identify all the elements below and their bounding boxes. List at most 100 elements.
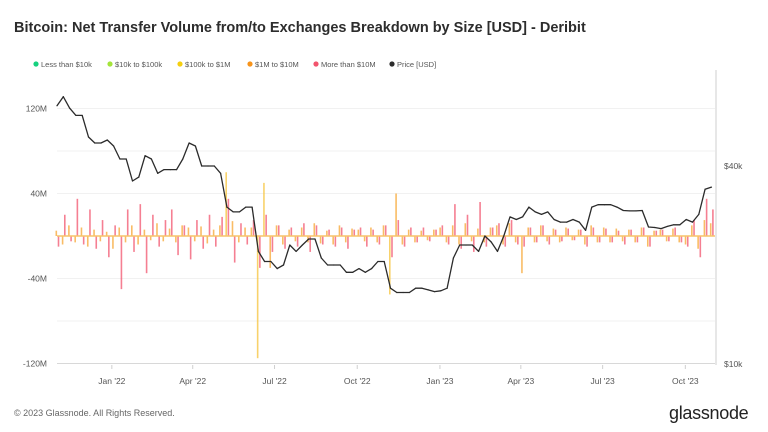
- legend-item: Price [USD]: [389, 60, 436, 69]
- bar: [202, 236, 205, 249]
- bar: [517, 236, 519, 245]
- bar: [114, 225, 116, 236]
- bar: [646, 236, 649, 247]
- bar: [523, 236, 525, 247]
- x-tick-label: Apr '23: [508, 376, 535, 386]
- bar: [414, 236, 416, 243]
- bar: [485, 236, 488, 247]
- bar: [256, 236, 259, 359]
- bar: [164, 220, 167, 236]
- bar: [215, 236, 217, 247]
- bar: [502, 236, 504, 245]
- bar: [353, 229, 356, 236]
- bar: [263, 182, 265, 236]
- bar: [99, 236, 102, 242]
- bar: [460, 236, 463, 249]
- bar: [168, 228, 171, 236]
- bar: [93, 229, 95, 236]
- bar: [602, 227, 605, 236]
- bar: [221, 216, 223, 236]
- bar: [640, 227, 643, 236]
- bar: [74, 236, 76, 243]
- legend-swatch: [247, 61, 253, 67]
- bar: [246, 236, 249, 245]
- bar: [472, 236, 475, 252]
- bar: [554, 229, 557, 236]
- bar: [296, 236, 299, 247]
- bar: [598, 236, 601, 243]
- bar: [491, 227, 494, 236]
- bar: [315, 225, 318, 236]
- bar: [282, 236, 284, 245]
- bar: [403, 236, 406, 247]
- bar: [183, 225, 186, 236]
- bar: [357, 229, 360, 236]
- bar: [416, 236, 418, 243]
- x-tick-label: Apr '22: [179, 376, 206, 386]
- copyright: © 2023 Glassnode. All Rights Reserved.: [14, 408, 175, 418]
- bar: [321, 236, 324, 245]
- bar: [439, 227, 441, 236]
- bar: [149, 236, 152, 241]
- bar: [445, 236, 448, 243]
- bar: [326, 230, 328, 236]
- bar: [508, 223, 511, 236]
- bar: [189, 236, 192, 260]
- bar: [621, 236, 624, 242]
- bar: [351, 228, 353, 236]
- bar: [422, 227, 425, 236]
- bar: [672, 228, 674, 236]
- bar: [68, 225, 70, 236]
- bar: [269, 236, 272, 268]
- bar: [561, 236, 563, 242]
- bar: [605, 228, 607, 236]
- bar: [193, 236, 196, 242]
- bar: [426, 236, 429, 241]
- bar: [586, 236, 588, 247]
- glassnode-logo: glassnode: [669, 403, 749, 423]
- bar: [661, 229, 664, 236]
- y-tick-label: -40M: [28, 274, 47, 284]
- bar: [378, 236, 381, 245]
- bar: [703, 220, 706, 236]
- bar: [674, 227, 676, 236]
- axes: 120M 40M -40M -120M $40k $10k Jan '22 Apr '22 Ju…: [23, 70, 743, 386]
- bar: [124, 236, 127, 243]
- bar: [684, 236, 687, 245]
- chart-title: Bitcoin: Net Transfer Volume from/to Exc…: [14, 20, 586, 36]
- bar: [479, 202, 481, 236]
- bar: [372, 229, 374, 236]
- bar: [510, 220, 513, 236]
- bar: [571, 236, 574, 241]
- bar: [401, 236, 404, 245]
- bar: [642, 227, 645, 236]
- legend-swatch: [33, 61, 39, 67]
- bar: [105, 231, 108, 236]
- bar: [458, 236, 460, 245]
- bar: [686, 236, 689, 247]
- bar: [410, 227, 412, 236]
- bar: [143, 229, 146, 236]
- bar: [712, 209, 714, 236]
- bar: [108, 236, 110, 258]
- legend-label: More than $10M: [321, 60, 376, 69]
- bar: [319, 236, 322, 244]
- legend: Less than $10k $10k to $100k $100k to $1M $…: [33, 60, 436, 69]
- bar: [200, 226, 202, 236]
- bar: [57, 236, 60, 247]
- bar: [391, 236, 393, 258]
- bar: [579, 229, 582, 236]
- legend-label: Less than $10k: [41, 60, 92, 69]
- bar: [615, 228, 618, 236]
- bar: [693, 220, 695, 236]
- x-tick-label: Oct '23: [672, 376, 699, 386]
- bars: [55, 96, 715, 359]
- bar: [577, 229, 580, 236]
- bar: [699, 236, 702, 258]
- bar: [359, 227, 362, 236]
- bar: [428, 236, 431, 242]
- x-tick-label: Jul '22: [262, 376, 287, 386]
- bar: [655, 230, 658, 236]
- bar: [145, 236, 148, 274]
- bar: [495, 225, 498, 236]
